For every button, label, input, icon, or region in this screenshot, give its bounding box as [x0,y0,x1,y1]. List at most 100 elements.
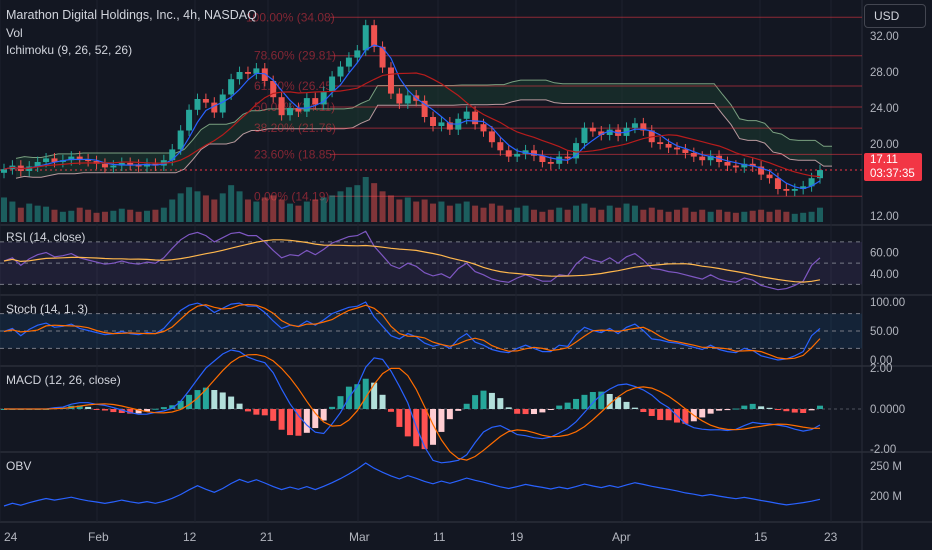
candle-body [522,150,529,154]
volume-bar [589,207,596,222]
volume-bar [732,212,739,222]
volume-bar [261,197,268,222]
volume-bar [682,207,689,222]
macd-histogram-bar [623,401,630,409]
volume-bar [413,201,420,222]
volume-bar [379,191,386,222]
macd-histogram-bar [707,409,714,414]
price-tick-label: 12.00 [870,211,899,223]
candle-body [749,163,756,167]
macd-histogram-bar [270,409,277,421]
price-tick-label: 32.00 [870,31,899,43]
volume-bar [648,207,655,222]
volume-bar [430,203,437,222]
volume-bar [396,199,403,222]
macd-histogram-bar [615,397,622,409]
volume-bar [463,201,470,222]
candle-body [110,165,117,168]
macd-histogram-bar [724,409,731,411]
candle-body [371,25,378,47]
obv-legend: OBV [6,459,31,473]
candle-body [345,57,352,67]
vol-legend[interactable]: Vol [6,26,23,40]
time-tick-label: 24 [4,530,18,544]
price-tick-label: 20.00 [870,139,899,151]
candle-body [312,98,319,105]
candle-body [640,123,647,131]
candle-body [194,99,201,110]
volume-bar [488,203,495,222]
candle-body [202,99,209,103]
candle-body [278,97,285,116]
candle-body [127,162,134,165]
volume-bar [690,211,697,222]
macd-tick-label: 2.00 [870,363,892,375]
candle-body [236,72,243,80]
volume-bar [766,211,773,222]
macd-histogram-bar [404,409,411,437]
volume-bar [329,195,336,222]
macd-histogram-bar [631,407,638,409]
candle-body [539,155,546,162]
volume-bar [236,191,243,222]
candle-body [438,122,445,126]
macd-histogram-bar [312,409,319,429]
currency-button[interactable]: USD [864,4,926,28]
macd-histogram-bar [202,387,209,409]
symbol-title[interactable]: Marathon Digital Holdings, Inc., 4h, NAS… [6,8,257,22]
candle-body [186,109,193,131]
macd-histogram-bar [329,406,336,409]
candle-body [556,156,563,164]
candle-body [581,127,588,144]
volume-bar [253,201,260,222]
volume-bar [152,209,159,222]
macd-histogram-bar [648,409,655,416]
macd-histogram-bar [261,409,268,416]
macd-histogram-bar [766,407,773,409]
fib-level-label: 78.60% (29.81) [254,49,336,63]
candle-body [244,72,251,74]
ichimoku-legend[interactable]: Ichimoku (9, 26, 52, 26) [6,43,133,57]
volume-bar [615,207,622,222]
candle-body [505,150,512,157]
volume-bar [631,205,638,222]
stoch-tick-label: 50.00 [870,326,899,338]
volume-bar [724,211,731,222]
price-tick-label: 24.00 [870,103,899,115]
macd-histogram-bar [93,409,100,410]
candle-body [732,165,739,168]
macd-histogram-bar [581,394,588,409]
macd-histogram-bar [320,409,327,421]
candle-body [547,162,554,164]
rsi-tick-label: 40.00 [870,269,899,281]
candle-body [707,155,714,161]
candle-body [421,100,428,117]
volume-bar [43,206,50,222]
candle-body [690,153,697,157]
volume-bar [741,211,748,222]
macd-line [4,349,821,464]
macd-histogram-bar [186,394,193,409]
candle-body [480,124,487,132]
volume-bar [774,209,781,222]
volume-bar [303,201,310,222]
macd-histogram-bar [606,393,613,409]
macd-histogram-bar [430,409,437,445]
volume-bar [345,187,352,222]
stoch-tick-label: 0.00 [870,355,892,367]
volume-bar [127,209,134,222]
candle-body [169,149,176,161]
tenkan-sen-line [3,44,821,190]
volume-bar [514,207,521,222]
macd-histogram-bar [228,396,235,409]
candle-body [791,189,798,191]
macd-histogram-bar [530,409,537,415]
volume-bar [26,203,33,222]
macd-histogram-bar [438,409,445,432]
candle-body [379,46,386,68]
volume-bar [581,203,588,222]
volume-bar [76,207,83,222]
macd-histogram-bar [817,405,823,409]
